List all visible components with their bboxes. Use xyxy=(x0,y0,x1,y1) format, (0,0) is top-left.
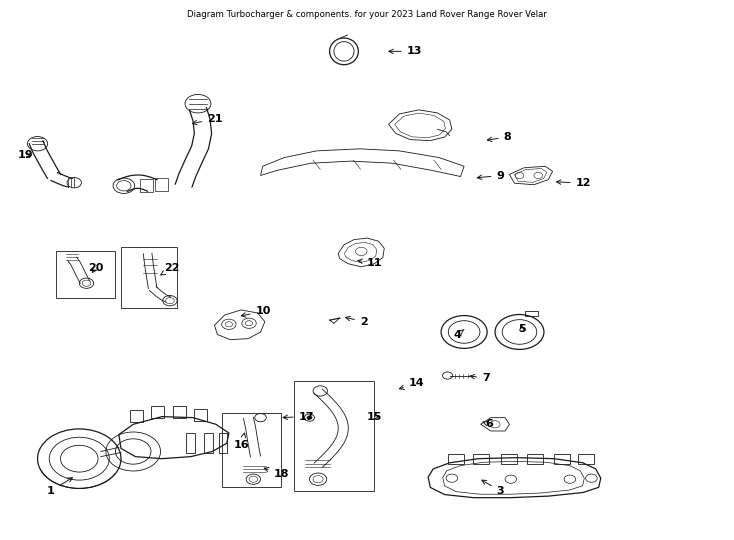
Text: 19: 19 xyxy=(18,150,34,160)
Bar xyxy=(501,454,517,464)
Text: 2: 2 xyxy=(346,316,368,327)
Text: 9: 9 xyxy=(477,171,504,180)
Bar xyxy=(121,247,177,308)
Text: 17: 17 xyxy=(283,411,314,422)
Bar xyxy=(195,409,207,421)
Bar xyxy=(473,454,490,464)
Text: 13: 13 xyxy=(389,46,422,56)
Text: 4: 4 xyxy=(454,329,464,340)
Bar xyxy=(140,179,153,192)
Bar xyxy=(222,413,280,488)
Text: 10: 10 xyxy=(241,306,271,317)
Bar xyxy=(205,433,213,453)
Bar xyxy=(554,454,570,464)
Text: 21: 21 xyxy=(192,114,223,125)
Text: 16: 16 xyxy=(234,433,250,450)
Text: 20: 20 xyxy=(88,263,103,273)
Text: 5: 5 xyxy=(518,325,526,334)
Circle shape xyxy=(307,416,313,420)
Bar xyxy=(155,178,168,191)
Bar xyxy=(294,381,374,491)
Text: 3: 3 xyxy=(482,480,504,496)
Text: 12: 12 xyxy=(556,178,591,188)
Text: 14: 14 xyxy=(399,378,424,389)
Text: Diagram Turbocharger & components. for your 2023 Land Rover Range Rover Velar: Diagram Turbocharger & components. for y… xyxy=(187,10,547,19)
Text: 7: 7 xyxy=(470,373,490,383)
Text: 1: 1 xyxy=(47,478,73,496)
Bar xyxy=(448,454,464,464)
Bar xyxy=(526,311,538,316)
Text: 11: 11 xyxy=(358,258,382,268)
Bar xyxy=(57,252,115,298)
Bar xyxy=(186,433,195,453)
Text: 6: 6 xyxy=(483,419,493,429)
Text: 22: 22 xyxy=(161,263,180,275)
Bar xyxy=(219,433,228,453)
Bar xyxy=(172,406,186,417)
Bar xyxy=(528,454,543,464)
Text: 18: 18 xyxy=(264,468,289,479)
Bar xyxy=(130,410,142,422)
Bar xyxy=(578,454,594,464)
Bar xyxy=(151,406,164,417)
Text: 15: 15 xyxy=(367,411,382,422)
Text: 8: 8 xyxy=(487,132,512,142)
